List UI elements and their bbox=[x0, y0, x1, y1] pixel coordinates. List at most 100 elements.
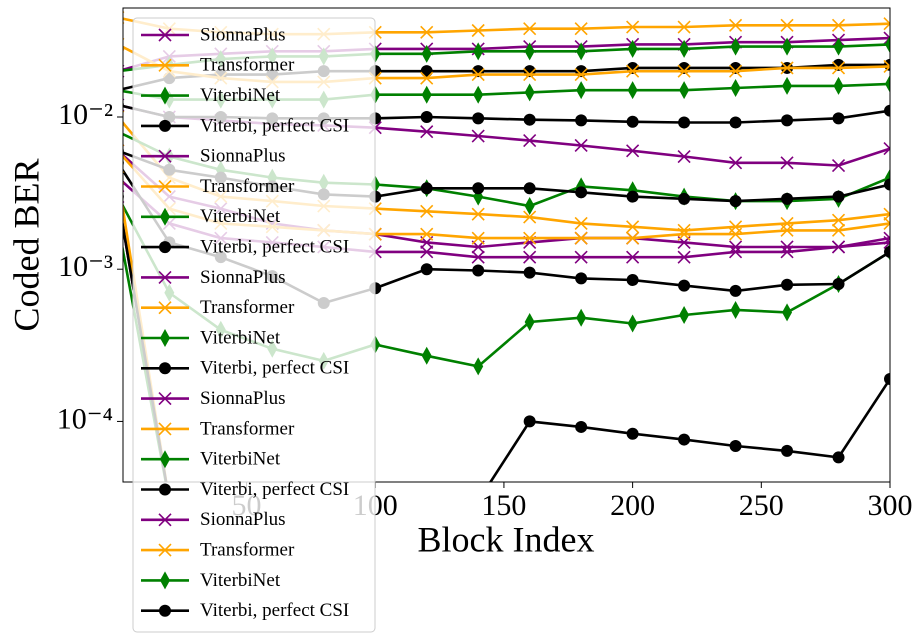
marker bbox=[627, 39, 638, 58]
legend-marker bbox=[158, 422, 172, 436]
marker bbox=[833, 37, 844, 56]
legend-label: Transformer bbox=[200, 418, 295, 439]
marker bbox=[781, 278, 794, 291]
marker bbox=[471, 231, 485, 245]
series-line bbox=[123, 218, 890, 482]
legend-marker bbox=[160, 207, 170, 226]
marker bbox=[730, 37, 741, 56]
marker bbox=[677, 149, 691, 164]
marker bbox=[834, 492, 844, 510]
legend-label: SionnaPlus bbox=[200, 24, 286, 45]
marker bbox=[780, 223, 794, 237]
marker bbox=[113, 62, 123, 80]
marker bbox=[677, 20, 691, 34]
marker bbox=[473, 42, 484, 61]
marker bbox=[420, 65, 433, 78]
marker bbox=[729, 64, 743, 78]
marker bbox=[729, 18, 743, 32]
marker bbox=[730, 300, 741, 319]
marker bbox=[626, 220, 640, 234]
marker bbox=[729, 284, 742, 297]
marker bbox=[524, 312, 535, 331]
marker bbox=[782, 303, 793, 322]
marker bbox=[575, 495, 587, 507]
marker bbox=[831, 213, 846, 227]
marker bbox=[678, 192, 691, 205]
legend-label: Viterbi, perfect CSI bbox=[200, 358, 349, 379]
marker bbox=[576, 42, 587, 61]
series bbox=[123, 193, 890, 482]
marker bbox=[123, 37, 125, 51]
marker bbox=[626, 427, 639, 440]
marker bbox=[832, 190, 845, 203]
marker bbox=[576, 308, 587, 327]
legend-label: ViterbiNet bbox=[200, 85, 281, 106]
marker bbox=[833, 76, 844, 95]
marker bbox=[471, 207, 485, 221]
marker bbox=[576, 492, 586, 510]
marker bbox=[574, 216, 588, 230]
marker bbox=[780, 61, 794, 75]
marker bbox=[885, 35, 890, 54]
marker bbox=[832, 277, 845, 290]
marker bbox=[113, 188, 123, 206]
marker bbox=[833, 495, 845, 507]
marker bbox=[574, 67, 588, 82]
marker bbox=[626, 115, 639, 128]
marker bbox=[678, 495, 690, 507]
marker bbox=[780, 18, 794, 32]
marker bbox=[123, 98, 125, 112]
marker bbox=[420, 110, 433, 123]
marker bbox=[523, 250, 537, 264]
marker bbox=[626, 273, 639, 286]
marker bbox=[524, 42, 535, 61]
x-axis-label: Block Index bbox=[418, 519, 595, 559]
legend-marker bbox=[158, 149, 172, 163]
legend-marker bbox=[160, 86, 170, 105]
marker bbox=[884, 372, 890, 385]
marker bbox=[627, 81, 638, 100]
marker bbox=[729, 195, 742, 208]
marker bbox=[833, 495, 845, 507]
marker bbox=[473, 357, 484, 376]
marker bbox=[781, 444, 794, 457]
marker bbox=[729, 227, 743, 241]
marker bbox=[123, 64, 125, 78]
legend-marker bbox=[159, 241, 171, 254]
marker bbox=[780, 156, 794, 170]
marker bbox=[523, 182, 536, 195]
marker bbox=[678, 116, 691, 129]
legend-marker bbox=[159, 362, 171, 375]
marker bbox=[626, 250, 640, 264]
marker bbox=[626, 231, 640, 245]
marker bbox=[420, 263, 433, 276]
x-tick-label: 250 bbox=[739, 489, 784, 522]
marker bbox=[123, 193, 124, 200]
legend-label: SionnaPlus bbox=[200, 267, 286, 288]
marker bbox=[626, 144, 640, 158]
marker bbox=[729, 156, 743, 170]
marker bbox=[626, 20, 640, 34]
marker bbox=[729, 439, 742, 452]
marker bbox=[123, 101, 124, 109]
marker bbox=[421, 44, 432, 63]
marker bbox=[113, 81, 123, 99]
marker bbox=[523, 231, 537, 245]
legend-marker bbox=[160, 571, 170, 590]
marker bbox=[627, 314, 638, 333]
marker bbox=[883, 59, 890, 73]
marker bbox=[884, 104, 890, 117]
marker bbox=[729, 116, 742, 129]
legend-marker bbox=[159, 119, 171, 132]
marker bbox=[832, 451, 845, 464]
legend-label: ViterbiNet bbox=[200, 570, 281, 591]
marker bbox=[574, 22, 588, 36]
marker bbox=[420, 204, 434, 218]
marker bbox=[678, 433, 691, 446]
marker bbox=[421, 85, 432, 104]
legend-marker bbox=[160, 329, 170, 347]
x-tick-label: 150 bbox=[481, 489, 526, 522]
marker bbox=[421, 346, 432, 365]
marker bbox=[123, 170, 125, 185]
marker bbox=[575, 272, 588, 285]
